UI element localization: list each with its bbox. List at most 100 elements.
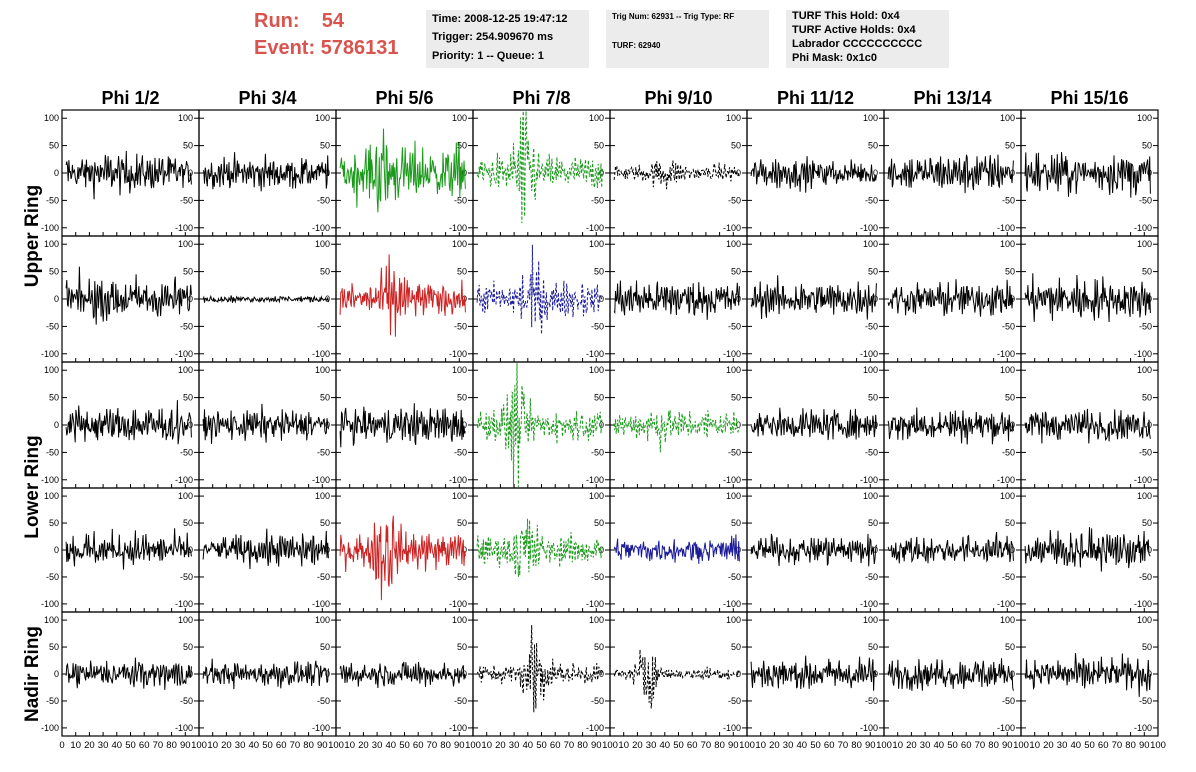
column-header: Phi 5/6 (375, 88, 433, 108)
y-tick-label: -100 (586, 599, 604, 609)
y-tick-label: 100 (863, 615, 878, 625)
y-tick-label: -100 (723, 599, 741, 609)
y-tick-label: 50 (594, 393, 604, 403)
waveform-trace (476, 625, 603, 713)
y-tick-label: -50 (591, 572, 604, 582)
y-tick-label: -100 (312, 223, 330, 233)
y-tick-label: 50 (183, 267, 193, 277)
y-tick-label-left: 100 (44, 365, 59, 375)
phi-mask-line: Phi Mask: 0x1c0 (792, 52, 877, 64)
y-tick-label-left: 50 (49, 642, 59, 652)
y-tick-label: 100 (315, 615, 330, 625)
x-tick-label: 80 (988, 740, 999, 751)
x-tick-label: 90 (317, 740, 328, 751)
y-tick-label: 100 (589, 113, 604, 123)
y-tick-label-left: 0 (54, 168, 59, 178)
y-tick-label: -100 (586, 475, 604, 485)
waveform-trace (1024, 152, 1151, 198)
x-tick-label: 70 (701, 740, 712, 751)
y-tick-label: 50 (1142, 642, 1152, 652)
column-header: Phi 7/8 (512, 88, 570, 108)
y-tick-label: -50 (180, 195, 193, 205)
y-tick-label: 100 (726, 491, 741, 501)
y-tick-label: 0 (599, 545, 604, 555)
y-tick-label: -50 (317, 572, 330, 582)
y-tick-label: 50 (1005, 393, 1015, 403)
y-tick-label-left: -50 (46, 195, 59, 205)
y-tick-label: -50 (865, 321, 878, 331)
y-tick-label: 100 (1137, 491, 1152, 501)
y-tick-label: -50 (1002, 572, 1015, 582)
y-tick-label-left: -50 (46, 321, 59, 331)
y-tick-label: 100 (452, 365, 467, 375)
x-tick-label: 80 (166, 740, 177, 751)
waveform-trace (476, 363, 603, 487)
y-tick-label: -100 (1134, 723, 1152, 733)
time-info-box: Time: 2008-12-25 19:47:12 Trigger: 254.9… (426, 10, 589, 68)
y-tick-label: -50 (317, 321, 330, 331)
y-tick-label: 100 (452, 491, 467, 501)
waveform-trace (887, 407, 1014, 445)
x-tick-label: 100 (1013, 740, 1029, 751)
trig-info-box: Trig Num: 62931 -- Trig Type: RF TURF: 6… (606, 10, 769, 68)
y-tick-label: 100 (1137, 113, 1152, 123)
y-tick-label-left: 0 (54, 294, 59, 304)
y-tick-label: 50 (457, 642, 467, 652)
y-tick-label: -100 (449, 223, 467, 233)
column-header: Phi 9/10 (644, 88, 712, 108)
y-tick-label: 100 (315, 239, 330, 249)
y-tick-label: 100 (863, 365, 878, 375)
y-tick-label: -50 (1002, 447, 1015, 457)
y-tick-label-left: 100 (44, 113, 59, 123)
y-tick-label-left: 0 (54, 669, 59, 679)
x-tick-label: 30 (1057, 740, 1068, 751)
waveform-trace (750, 533, 877, 567)
trigger-line: Trigger: 254.909670 ms (432, 31, 554, 43)
waveform-trace (202, 152, 329, 192)
y-tick-label: -100 (860, 475, 878, 485)
row-label: Lower Ring (22, 435, 43, 538)
y-tick-label: -50 (865, 572, 878, 582)
x-tick-label: 30 (98, 740, 109, 751)
waveform-trace (476, 111, 603, 224)
y-tick-label: 50 (594, 141, 604, 151)
x-tick-label: 100 (602, 740, 618, 751)
y-tick-label: -50 (1139, 572, 1152, 582)
y-tick-label: -50 (180, 447, 193, 457)
y-tick-label: -100 (586, 723, 604, 733)
y-tick-label: 50 (1142, 267, 1152, 277)
y-tick-label: 100 (1000, 615, 1015, 625)
x-tick-label: 20 (495, 740, 506, 751)
y-tick-label: 50 (1005, 518, 1015, 528)
y-tick-label: -100 (175, 475, 193, 485)
waveform-trace (202, 528, 329, 570)
y-tick-label: 50 (868, 642, 878, 652)
waveform-trace (1024, 527, 1151, 572)
waveform-trace (65, 400, 192, 445)
x-tick-label: 40 (112, 740, 123, 751)
y-tick-label: 100 (1000, 365, 1015, 375)
y-tick-label: -50 (317, 696, 330, 706)
y-tick-label-left: -100 (41, 349, 59, 359)
y-tick-label: -50 (865, 696, 878, 706)
waveform-trace (476, 244, 603, 335)
x-tick-label: 90 (180, 740, 191, 751)
y-tick-label: -100 (723, 223, 741, 233)
y-tick-label-left: -100 (41, 475, 59, 485)
waveform-trace (202, 658, 329, 690)
y-tick-label: -50 (1139, 321, 1152, 331)
waveform-trace (750, 655, 877, 691)
y-tick-label: 100 (589, 239, 604, 249)
y-tick-label: 100 (178, 615, 193, 625)
y-tick-label: -100 (1134, 223, 1152, 233)
waveform-trace (65, 266, 192, 325)
x-tick-label: 20 (358, 740, 369, 751)
